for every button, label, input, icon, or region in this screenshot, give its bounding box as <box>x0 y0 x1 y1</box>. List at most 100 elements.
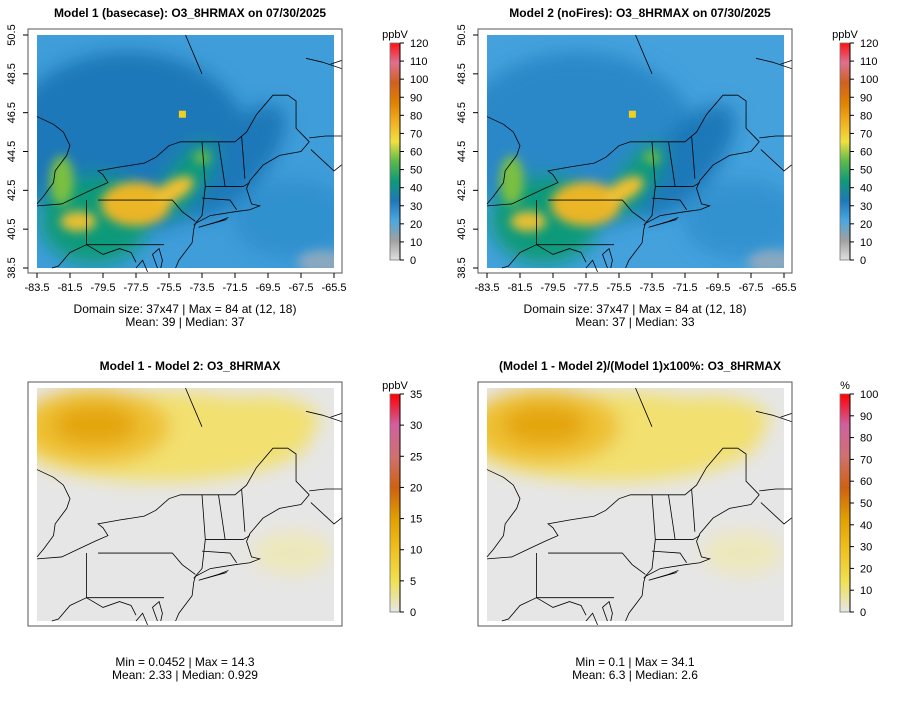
y-tick-label: 50.5 <box>6 24 18 45</box>
x-tick-label: -81.5 <box>507 282 532 294</box>
x-tick-label: -65.5 <box>321 282 346 294</box>
colorbar-tick-label: 30 <box>410 420 422 432</box>
map-boundaries <box>36 34 342 273</box>
x-tick-label: -69.5 <box>705 282 730 294</box>
colorbar-tick-label: 30 <box>410 201 422 213</box>
colorbar-tick-label: 40 <box>410 183 422 195</box>
x-tick-label: -65.5 <box>771 282 796 294</box>
colorbar-tick-label: 10 <box>410 545 422 557</box>
colorbar-tick-label: 60 <box>860 476 872 488</box>
stats-line-1: Min = 0.1 | Max = 34.1 <box>575 655 695 669</box>
colorbar-tick-label: 80 <box>860 110 872 122</box>
colorbar-tick-label: 90 <box>860 92 872 104</box>
stats-line-2: Mean: 39 | Median: 37 <box>125 315 245 329</box>
colorbar-tick-label: 100 <box>860 389 878 401</box>
colorbar-tick-label: 0 <box>860 255 866 267</box>
y-tick-label: 44.5 <box>6 141 18 162</box>
colorbar: ppbV 0 5 10 15 20 25 30 35 <box>382 380 422 619</box>
data-field <box>487 388 784 621</box>
colorbar-tick-label: 15 <box>410 514 422 526</box>
colorbar-tick-label: 10 <box>860 585 872 597</box>
stats-line-1: Domain size: 37x47 | Max = 84 at (12, 18… <box>74 302 297 316</box>
colorbar-tick-label: 90 <box>860 411 872 423</box>
y-tick-label: 44.5 <box>456 141 468 162</box>
y-axis: 38.5 40.5 42.5 44.5 46.5 48.5 50.5 <box>6 24 28 279</box>
x-tick-label: -75.5 <box>606 282 631 294</box>
x-tick-label: -81.5 <box>57 282 82 294</box>
x-tick-label: -79.5 <box>540 282 565 294</box>
colorbar: ppbV 0 10 20 30 40 50 60 70 80 90 100 110 120 <box>832 29 878 267</box>
colorbar-tick-label: 80 <box>410 110 422 122</box>
y-tick-label: 50.5 <box>456 24 468 45</box>
colorbar-tick-label: 80 <box>860 433 872 445</box>
x-tick-label: -69.5 <box>255 282 280 294</box>
plot-frame <box>27 381 343 627</box>
map-boundaries <box>486 34 792 273</box>
colorbar-tick-label: 110 <box>410 56 428 68</box>
panel-title: Model 2 (noFires): O3_8HRMAX on 07/30/20… <box>509 6 771 20</box>
y-tick-label: 42.5 <box>6 180 18 201</box>
map-boundaries <box>486 387 792 626</box>
map-boundaries <box>36 387 342 626</box>
colorbar-tick-label: 90 <box>410 92 422 104</box>
x-tick-label: -79.5 <box>90 282 115 294</box>
x-tick-label: -77.5 <box>573 282 598 294</box>
x-tick-label: -75.5 <box>156 282 181 294</box>
map-panel-2: Model 2 (noFires): O3_8HRMAX on 07/30/20… <box>456 6 878 329</box>
stats-line-2: Mean: 37 | Median: 33 <box>575 315 695 329</box>
colorbar-tick-label: 25 <box>410 451 422 463</box>
colorbar-tick-label: 50 <box>860 165 872 177</box>
colorbar-unit: % <box>840 380 850 392</box>
colorbar-tick-label: 0 <box>410 255 416 267</box>
y-tick-label: 48.5 <box>456 63 468 84</box>
colorbar-tick-label: 60 <box>860 147 872 159</box>
colorbar-tick-label: 10 <box>860 237 872 249</box>
colorbar-tick-label: 10 <box>410 237 422 249</box>
y-tick-label: 42.5 <box>456 180 468 201</box>
colorbar-unit: ppbV <box>832 29 858 41</box>
y-tick-label: 46.5 <box>6 102 18 123</box>
colorbar-unit: ppbV <box>382 29 408 41</box>
y-tick-label: 46.5 <box>456 102 468 123</box>
panel-title: Model 1 (basecase): O3_8HRMAX on 07/30/2… <box>54 6 326 20</box>
colorbar-tick-label: 40 <box>860 520 872 532</box>
x-tick-label: -71.5 <box>672 282 697 294</box>
colorbar: % 0 10 20 30 40 50 60 70 80 90 100 <box>839 380 878 619</box>
colorbar-tick-label: 20 <box>860 219 872 231</box>
x-tick-label: -83.5 <box>24 282 49 294</box>
x-tick-label: -67.5 <box>738 282 763 294</box>
stats-line-1: Min = 0.0452 | Max = 14.3 <box>115 655 255 669</box>
plot-frame <box>477 381 793 627</box>
stats-line-2: Mean: 2.33 | Median: 0.929 <box>112 668 258 682</box>
colorbar-unit: ppbV <box>382 380 408 392</box>
x-axis: -83.5 -81.5 -79.5 -77.5 -75.5 -73.5 -71.5 -69.5… <box>474 273 797 294</box>
panel-title: (Model 1 - Model 2)/(Model 1)x100%: O3_8… <box>499 359 781 373</box>
y-axis: 38.5 40.5 42.5 44.5 46.5 48.5 50.5 <box>456 24 478 279</box>
y-tick-label: 38.5 <box>456 257 468 278</box>
colorbar-tick-label: 35 <box>410 389 422 401</box>
colorbar-tick-label: 70 <box>860 454 872 466</box>
colorbar-tick-label: 60 <box>410 147 422 159</box>
map-panel-1: Model 1 (basecase): O3_8HRMAX on 07/30/2… <box>6 6 428 329</box>
y-tick-label: 40.5 <box>456 218 468 239</box>
x-tick-label: -67.5 <box>288 282 313 294</box>
data-field <box>37 35 334 268</box>
colorbar-tick-label: 100 <box>860 74 878 86</box>
colorbar-tick-label: 30 <box>860 201 872 213</box>
x-axis: -83.5 -81.5 -79.5 -77.5 -75.5 -73.5 -71.5 -69.5… <box>24 273 347 294</box>
x-tick-label: -71.5 <box>222 282 247 294</box>
colorbar-tick-label: 0 <box>860 607 866 619</box>
colorbar-tick-label: 50 <box>860 498 872 510</box>
colorbar-tick-label: 50 <box>410 165 422 177</box>
y-tick-label: 38.5 <box>6 257 18 278</box>
colorbar-tick-label: 110 <box>860 56 878 68</box>
y-tick-label: 40.5 <box>6 218 18 239</box>
x-tick-label: -73.5 <box>639 282 664 294</box>
map-panel-3: Model 1 - Model 2: O3_8HRMAX Min = 0.0452… <box>27 359 422 682</box>
colorbar-tick-label: 70 <box>410 128 422 140</box>
data-field <box>487 35 784 268</box>
panel-title: Model 1 - Model 2: O3_8HRMAX <box>100 359 281 373</box>
colorbar-tick-label: 30 <box>860 542 872 554</box>
data-field <box>37 388 334 621</box>
